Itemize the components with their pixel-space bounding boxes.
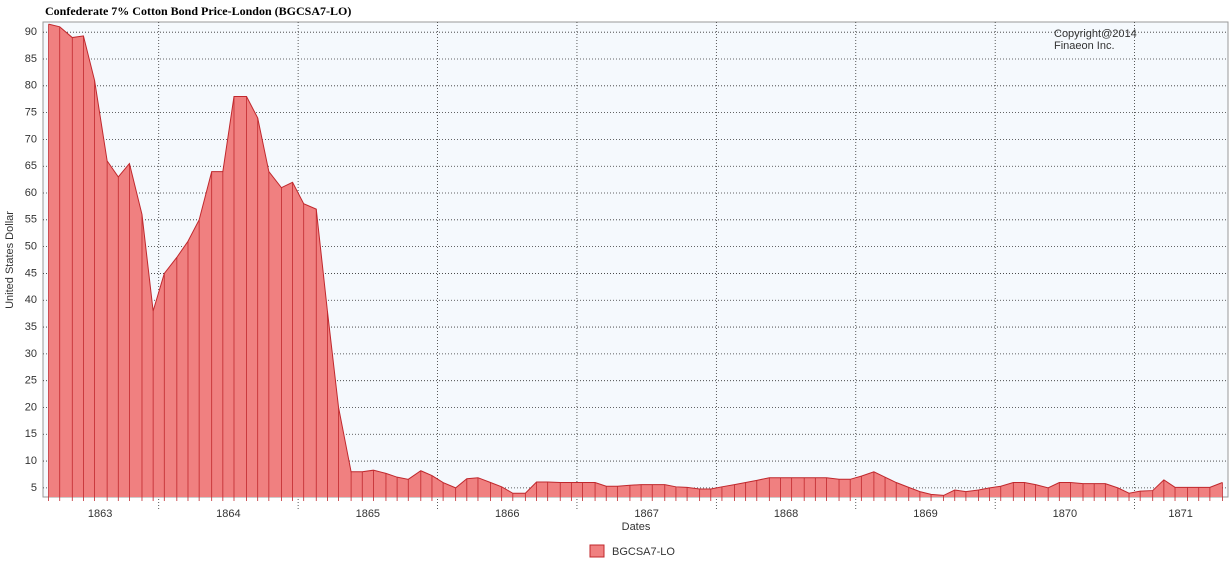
y-tick-label: 40 xyxy=(25,294,37,306)
y-tick-label: 30 xyxy=(25,348,37,360)
x-tick-label: 1864 xyxy=(216,508,240,520)
annotation: Copyright@2014 xyxy=(1054,28,1137,40)
x-tick-label: 1869 xyxy=(913,508,937,520)
y-tick-label: 5 xyxy=(31,482,37,494)
y-tick-label: 10 xyxy=(25,455,37,467)
y-tick-label: 15 xyxy=(25,428,37,440)
chart-title: Confederate 7% Cotton Bond Price-London … xyxy=(45,4,351,18)
y-axis-label: United States Dollar xyxy=(4,211,16,309)
y-tick-label: 65 xyxy=(25,160,37,172)
y-tick-label: 20 xyxy=(25,401,37,413)
area xyxy=(48,24,1223,497)
x-axis-label: Dates xyxy=(622,521,651,533)
legend-swatch xyxy=(589,544,605,558)
x-tick-label: 1868 xyxy=(774,508,798,520)
y-tick-label: 90 xyxy=(25,26,37,38)
x-tick-label: 1870 xyxy=(1053,508,1077,520)
annotation: Finaeon Inc. xyxy=(1054,40,1115,52)
area-line xyxy=(48,23,1223,496)
y-tick-label: 60 xyxy=(25,187,37,199)
y-tick-label: 45 xyxy=(25,267,37,279)
y-tick-label: 85 xyxy=(25,53,37,65)
x-tick-label: 1866 xyxy=(495,508,519,520)
y-tick-label: 50 xyxy=(25,241,37,253)
y-tick-label: 55 xyxy=(25,214,37,226)
y-tick-label: 80 xyxy=(25,80,37,92)
x-tick-label: 1871 xyxy=(1168,508,1192,520)
legend-label: BGCSA7-LO xyxy=(612,546,675,558)
y-tick-label: 75 xyxy=(25,107,37,119)
y-tick-label: 70 xyxy=(25,133,37,145)
y-tick-label: 25 xyxy=(25,375,37,387)
x-tick-label: 1865 xyxy=(356,508,380,520)
x-tick-label: 1863 xyxy=(88,508,112,520)
y-tick-label: 35 xyxy=(25,321,37,333)
x-tick-label: 1867 xyxy=(634,508,658,520)
